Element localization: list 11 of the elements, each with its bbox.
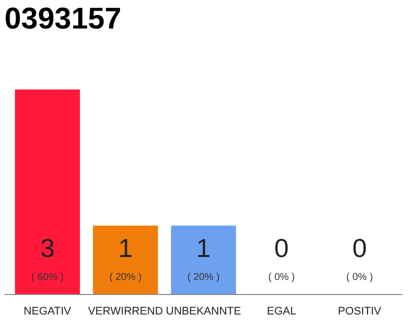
x-tick-label: EGAL — [266, 306, 296, 318]
chart-title: 0393157 — [4, 2, 122, 36]
x-tick-label: VERWIRREND — [88, 306, 163, 318]
x-tick-label: UNBEKANNTE — [166, 306, 242, 318]
data-label: 0 ( 0% ) — [268, 232, 295, 283]
data-label: 1 ( 20% ) — [187, 232, 220, 283]
x-tick-label: NEGATIV — [24, 306, 72, 318]
x-tick-label: POSITIV — [338, 306, 382, 318]
data-label: 0 ( 0% ) — [346, 232, 373, 283]
data-label: 1 ( 20% ) — [109, 232, 142, 283]
data-label: 3 ( 60% ) — [31, 232, 64, 283]
